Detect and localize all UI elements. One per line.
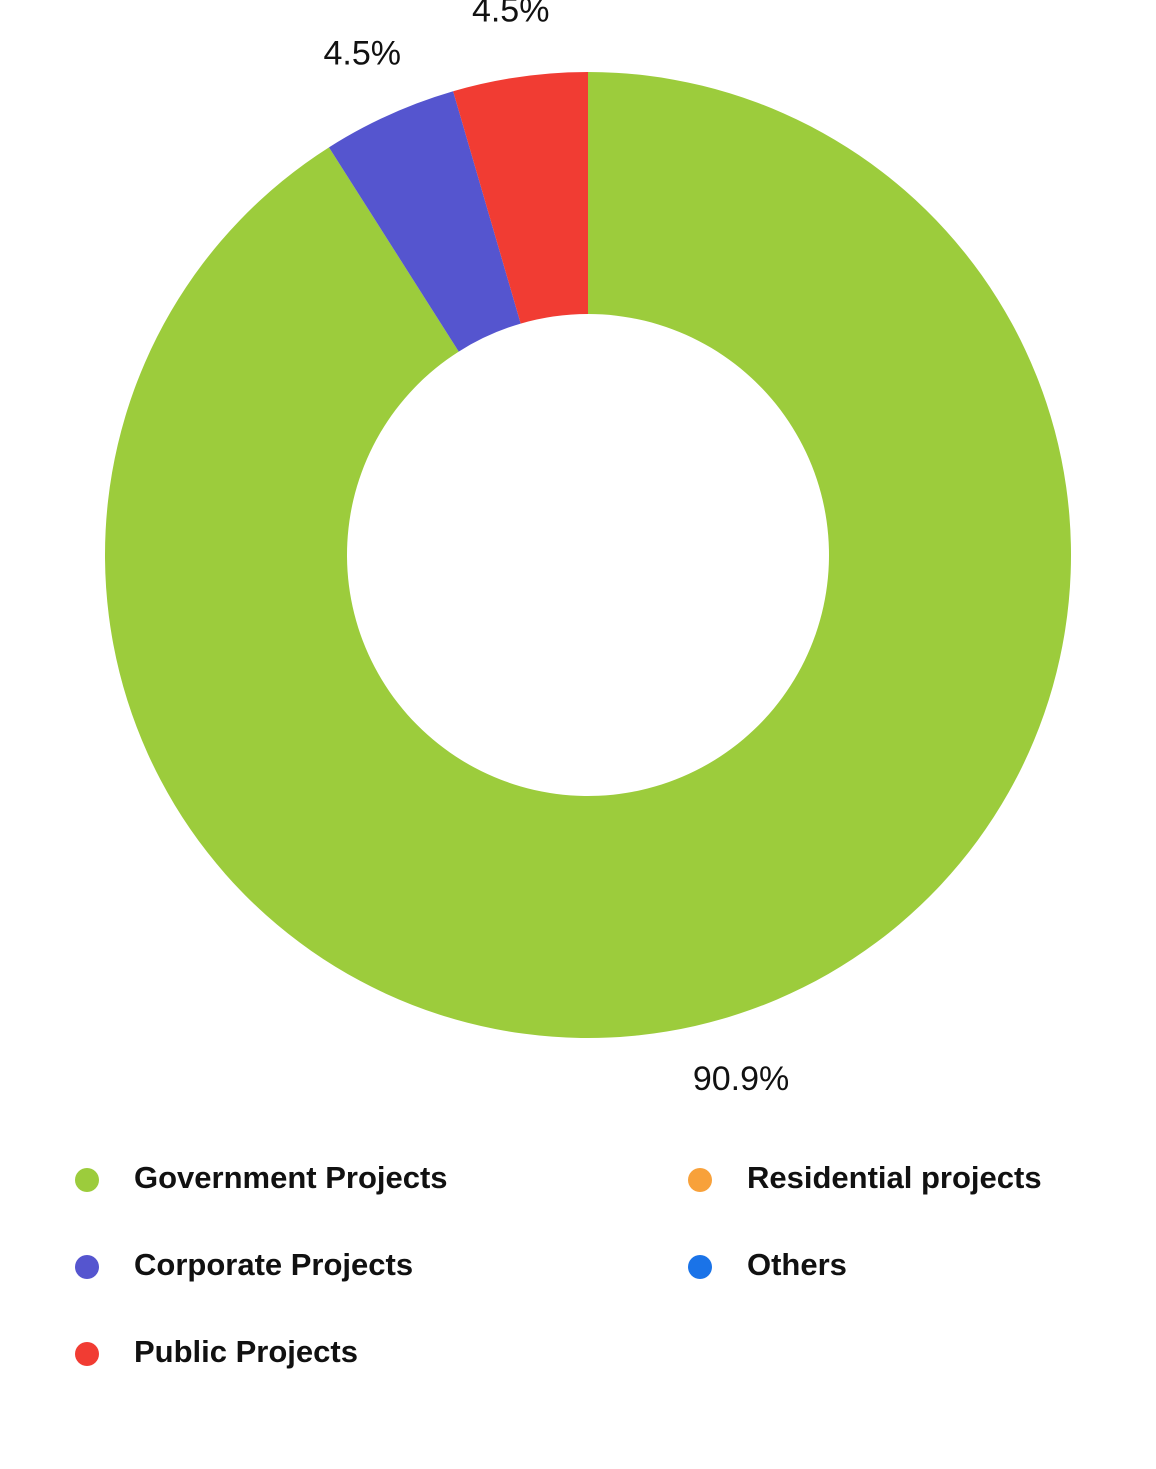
legend-marker xyxy=(75,1168,99,1192)
value-label: 4.5% xyxy=(472,0,550,29)
value-label: 90.9% xyxy=(693,1060,789,1098)
legend-marker xyxy=(75,1342,99,1366)
slice xyxy=(104,72,1071,1038)
slice xyxy=(453,72,588,324)
legend-label: Government Projects xyxy=(134,1160,448,1195)
legend-label: Public Projects xyxy=(134,1334,358,1369)
legend-label: Others xyxy=(747,1247,847,1282)
legend-marker xyxy=(688,1255,712,1279)
legend-marker xyxy=(75,1255,99,1279)
slice xyxy=(328,91,521,352)
legend-marker xyxy=(688,1168,712,1192)
value-label: 4.5% xyxy=(324,35,402,73)
legend-label: Corporate Projects xyxy=(134,1247,413,1282)
legend-label: Residential projects xyxy=(747,1160,1042,1195)
